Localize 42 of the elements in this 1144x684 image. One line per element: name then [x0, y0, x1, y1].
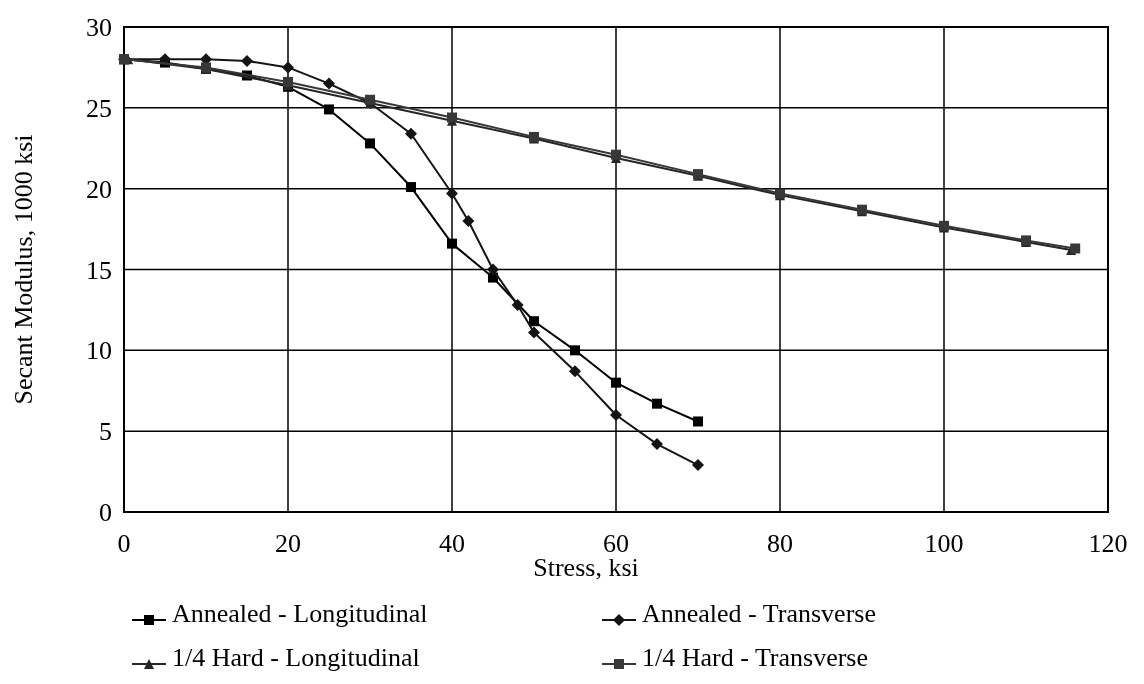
x-tick-label: 120	[1088, 529, 1128, 558]
point	[447, 238, 457, 249]
point	[487, 263, 499, 276]
point	[611, 377, 621, 388]
legend-label: Annealed - Transverse	[642, 599, 876, 628]
point	[529, 316, 539, 327]
y-tick-label: 0	[99, 498, 112, 527]
y-tick-label: 30	[86, 13, 112, 42]
legend-label: 1/4 Hard - Transverse	[642, 643, 869, 672]
point	[405, 127, 417, 140]
y-axis-title: Secant Modulus, 1000 ksi	[9, 134, 38, 405]
point	[365, 138, 375, 149]
point	[652, 398, 662, 409]
legend-label: Annealed - Longitudinal	[172, 599, 428, 628]
point	[323, 77, 335, 90]
x-tick-label: 40	[439, 529, 465, 558]
legend-label: 1/4 Hard - Longitudinal	[172, 643, 420, 672]
point	[511, 299, 524, 312]
point	[651, 438, 663, 451]
x-tick-label: 100	[924, 529, 964, 558]
y-tick-label: 5	[99, 417, 112, 447]
point	[241, 54, 253, 67]
point	[569, 365, 581, 378]
point	[1070, 243, 1081, 254]
y-tick-label: 15	[86, 255, 112, 285]
point	[283, 76, 293, 87]
point	[528, 326, 540, 339]
point	[693, 416, 703, 427]
x-tick-label: 80	[767, 529, 793, 558]
x-tick-label: 20	[275, 529, 301, 558]
point	[570, 345, 580, 356]
point	[282, 61, 294, 74]
point	[610, 409, 622, 421]
point	[462, 215, 475, 227]
point	[446, 187, 458, 200]
point	[406, 182, 416, 193]
y-tick-label: 10	[86, 336, 112, 366]
point	[324, 104, 334, 115]
y-tick-label: 20	[86, 174, 112, 204]
point	[692, 459, 704, 472]
y-tick-label: 25	[86, 93, 112, 123]
x-tick-label: 0	[117, 529, 131, 558]
